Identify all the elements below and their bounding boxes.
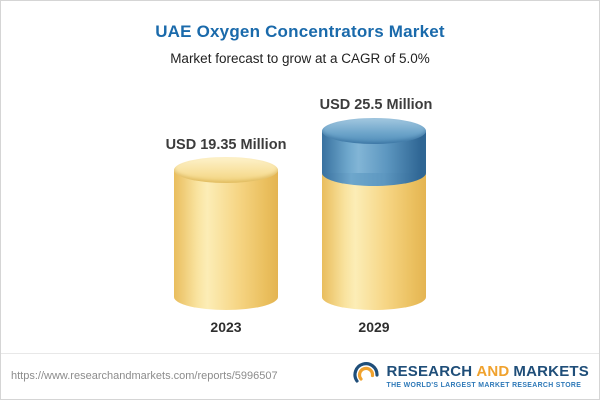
value-label-2029: USD 25.5 Million [319, 97, 433, 113]
bar-2029 [322, 118, 426, 310]
footer-divider [1, 353, 599, 354]
logo-word-research: RESEARCH [386, 362, 473, 380]
logo-word-and: AND [476, 362, 510, 380]
chart-title: UAE Oxygen Concentrators Market [155, 22, 445, 41]
logo-word-markets: MARKETS [513, 362, 589, 380]
researchandmarkets-logo[interactable]: RESEARCH AND MARKETS THE WORLD'S LARGEST M… [351, 359, 589, 392]
logo-tagline: THE WORLD'S LARGEST MARKET RESEARCH STOR… [386, 381, 582, 389]
x-axis-label-2023: 2023 [210, 319, 242, 335]
report-url-link[interactable]: https://www.researchandmarkets.com/repor… [11, 370, 278, 382]
bar-2023-body [174, 170, 278, 310]
bar-2023-top-cap [174, 157, 278, 183]
bar-2029-base-segment [322, 173, 426, 310]
chart-subtitle: Market forecast to grow at a CAGR of 5.0… [170, 51, 430, 66]
bar-2029-top-cap [322, 118, 426, 144]
logo-text-block: RESEARCH AND MARKETS THE WORLD'S LARGEST M… [387, 363, 589, 389]
logo-arcs-icon [351, 359, 381, 392]
bar-2023 [174, 157, 278, 310]
value-label-2023: USD 19.35 Million [165, 137, 287, 153]
logo-wordmark: RESEARCH AND MARKETS [387, 363, 589, 380]
x-axis-label-2029: 2029 [358, 319, 390, 335]
